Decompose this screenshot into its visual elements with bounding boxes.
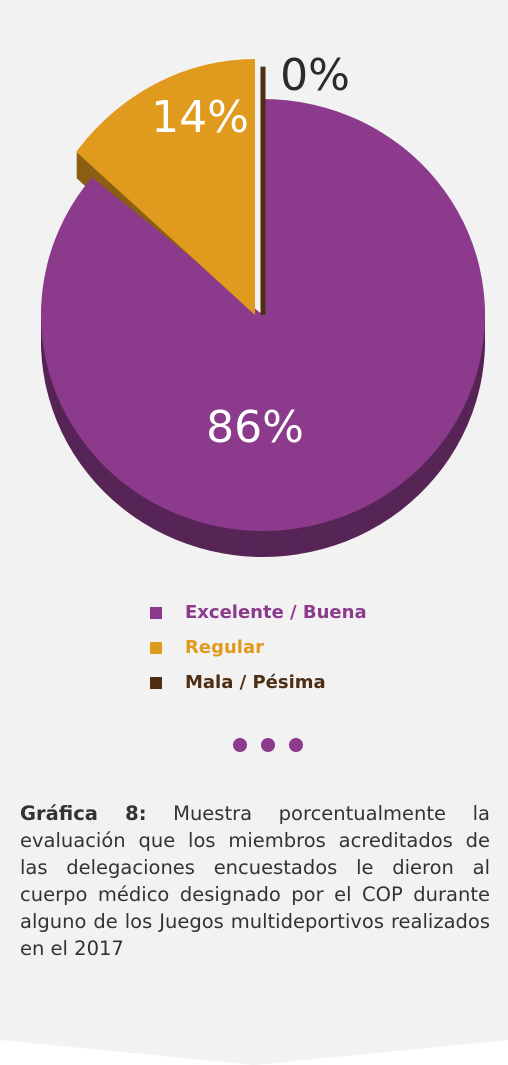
legend-label: Regular (185, 637, 264, 658)
legend-swatch (150, 642, 162, 654)
caption-lead: Gráfica 8: (20, 802, 147, 825)
caption-text: Muestra porcentualmente la evaluación qu… (20, 802, 490, 960)
legend: Excelente / Buena Regular Mala / Pésima (150, 602, 367, 693)
legend-label: Mala / Pésima (185, 672, 326, 693)
legend-swatch (150, 677, 162, 689)
legend-label: Excelente / Buena (185, 602, 367, 623)
caption: Gráfica 8: Muestra porcentualmente la ev… (20, 800, 490, 962)
dot (261, 738, 275, 752)
value-label: 86% (206, 402, 304, 453)
value-label: 14% (151, 92, 249, 143)
slice (76, 59, 255, 315)
value-label: 0% (280, 50, 350, 101)
pie: 86% 14% 0% (41, 50, 486, 557)
dot (289, 738, 303, 752)
legend-swatch (150, 607, 162, 619)
dot (233, 738, 247, 752)
